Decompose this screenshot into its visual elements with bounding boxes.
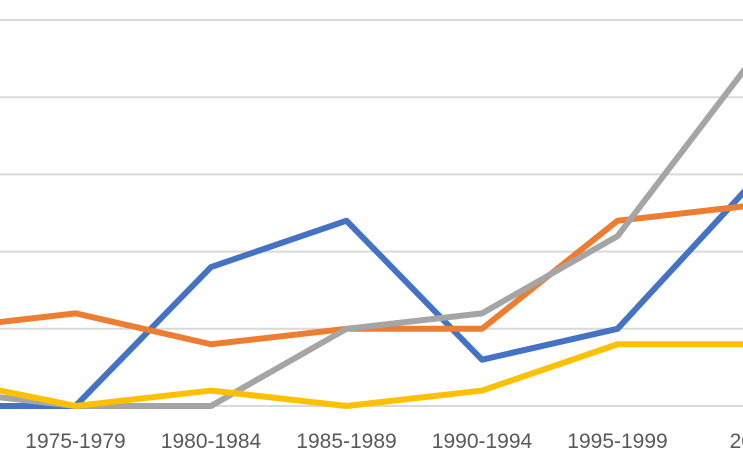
series-line-3	[0, 66, 743, 409]
x-tick-label: 2000	[730, 430, 743, 453]
x-axis-tick-labels: 1975-1979 1980-1984 1985-1989 1990-1994 1995…	[25, 430, 743, 453]
x-tick-label: 1990-1994	[432, 430, 533, 453]
gridlines	[0, 19, 743, 407]
x-tick-label: 1975-1979	[25, 430, 125, 453]
x-tick-label: 1980-1984	[161, 430, 262, 453]
series-line-4	[0, 341, 743, 409]
x-tick-label: 1985-1989	[296, 430, 396, 453]
x-tick-label: 1995-1999	[567, 430, 667, 453]
series-lines	[0, 66, 743, 409]
